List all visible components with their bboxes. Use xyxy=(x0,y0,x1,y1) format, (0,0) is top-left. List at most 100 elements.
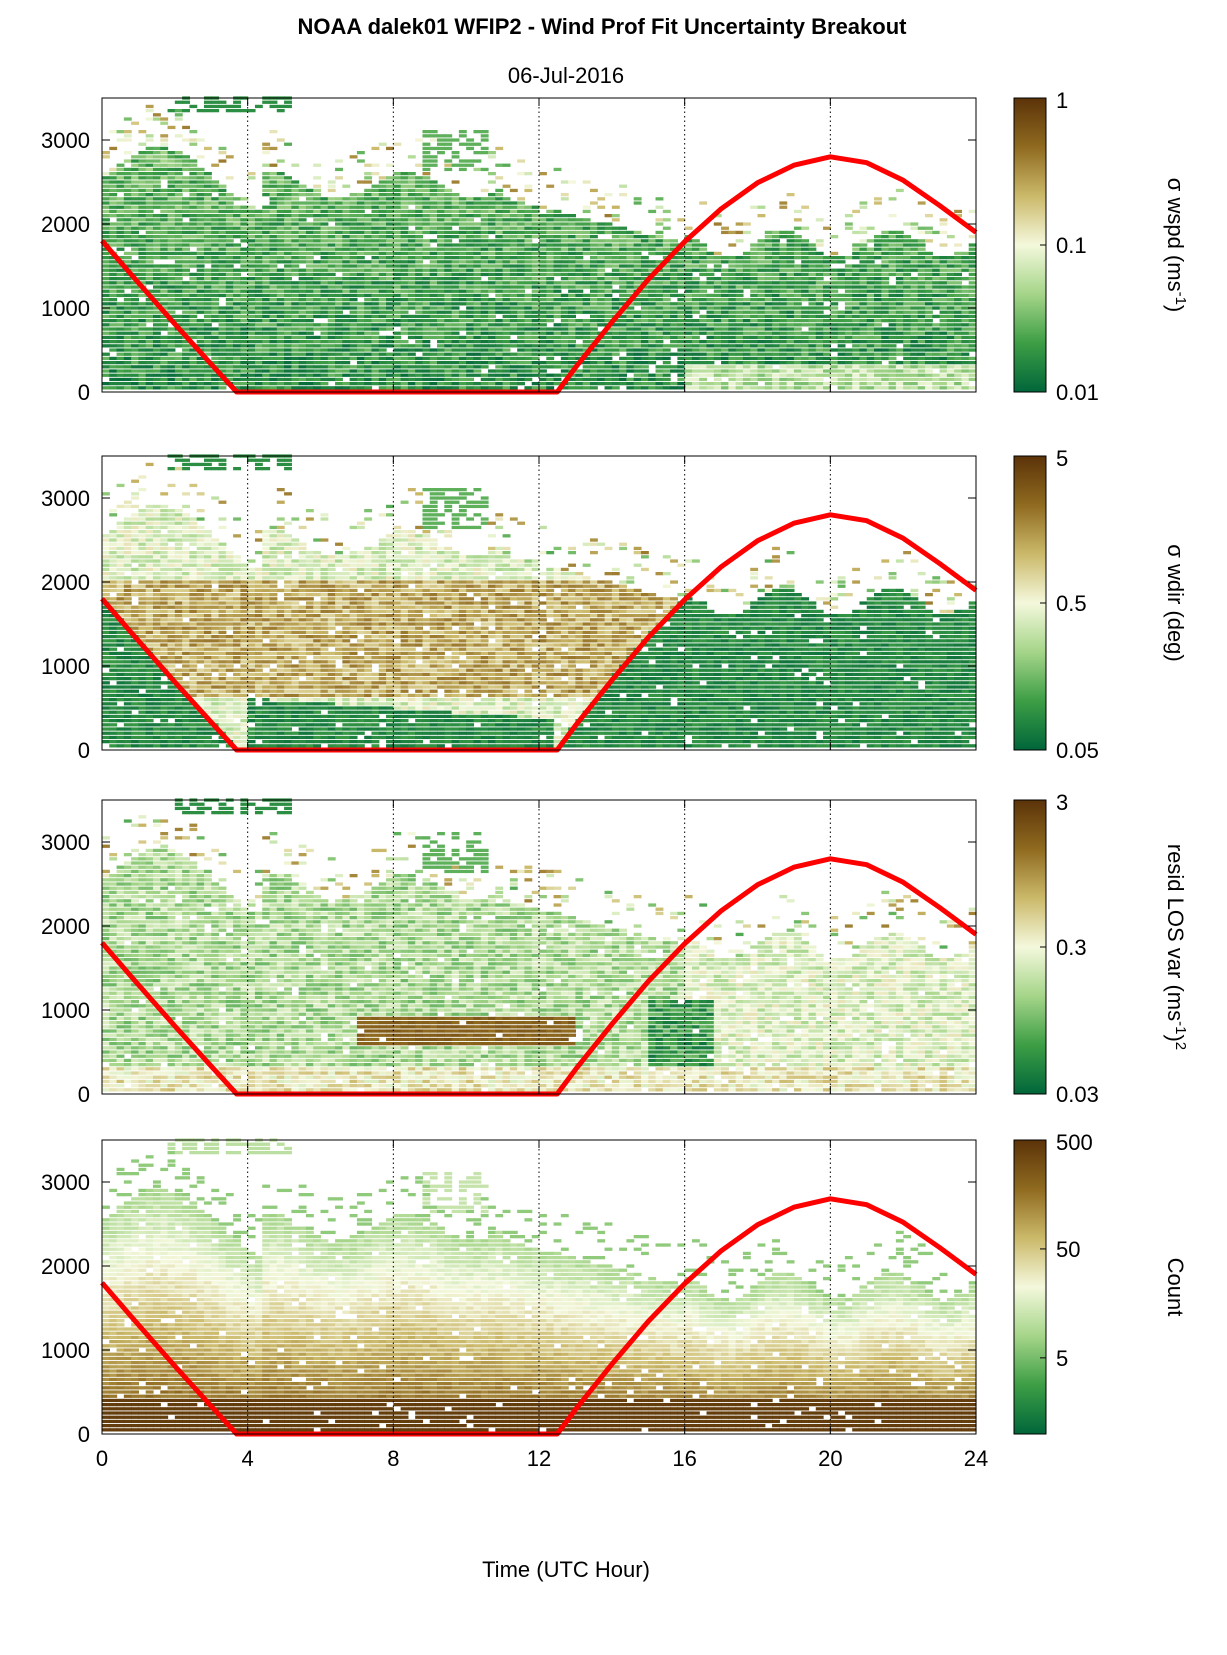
heatmap-cell xyxy=(735,306,744,310)
heatmap-cell xyxy=(517,365,526,369)
heatmap-cell xyxy=(415,277,424,281)
heatmap-cell xyxy=(633,281,642,285)
heatmap-cell xyxy=(378,382,387,386)
heatmap-cell xyxy=(291,247,300,251)
heatmap-cell xyxy=(568,239,577,243)
heatmap-cell xyxy=(247,289,256,293)
heatmap-cell xyxy=(356,373,365,377)
heatmap-cell xyxy=(655,222,664,226)
heatmap-cell xyxy=(335,235,343,239)
heatmap-cell xyxy=(611,302,620,306)
heatmap-cell xyxy=(371,331,380,335)
heatmap-cell xyxy=(138,251,147,256)
heatmap-cell xyxy=(648,243,657,247)
heatmap-cell xyxy=(313,344,322,348)
heatmap-cell xyxy=(407,306,416,310)
heatmap-cell xyxy=(138,382,147,386)
heatmap-cell xyxy=(335,365,343,369)
heatmap-cell xyxy=(335,344,343,348)
heatmap-cell xyxy=(225,239,234,243)
heatmap-cell xyxy=(189,369,198,373)
heatmap-cell xyxy=(895,323,904,327)
heatmap-cell xyxy=(189,214,198,218)
heatmap-cell xyxy=(327,298,336,302)
heatmap-cell xyxy=(335,356,343,361)
heatmap-cell xyxy=(371,352,380,356)
heatmap-cell xyxy=(102,369,110,373)
heatmap-cell xyxy=(349,218,358,222)
heatmap-cell xyxy=(575,302,584,306)
heatmap-cell xyxy=(728,319,737,323)
heatmap-cell xyxy=(903,310,912,314)
heatmap-cell xyxy=(429,323,438,327)
heatmap-cell xyxy=(655,247,664,251)
heatmap-cell xyxy=(152,197,161,201)
heatmap-cell xyxy=(852,344,861,348)
heatmap-cell xyxy=(218,319,227,323)
heatmap-cell xyxy=(218,323,227,327)
heatmap-cell xyxy=(553,264,562,268)
heatmap-cell xyxy=(182,197,190,201)
heatmap-cell xyxy=(597,323,606,327)
heatmap-cell xyxy=(801,310,810,314)
heatmap-cell xyxy=(772,293,780,298)
heatmap-cell xyxy=(102,180,110,184)
heatmap-cell xyxy=(109,314,118,319)
heatmap-cell xyxy=(466,146,475,151)
heatmap-cell xyxy=(539,214,547,218)
heatmap-cell xyxy=(480,365,489,369)
heatmap-cell xyxy=(298,306,307,310)
heatmap-cell xyxy=(349,314,358,319)
heatmap-cell xyxy=(429,314,438,319)
heatmap-cell xyxy=(415,344,424,348)
heatmap-cell xyxy=(589,335,598,340)
heatmap-cell xyxy=(313,230,322,235)
heatmap-cell xyxy=(757,323,766,327)
heatmap-cell xyxy=(189,356,198,361)
heatmap-cell xyxy=(531,314,540,319)
heatmap-cell xyxy=(852,251,861,256)
heatmap-cell xyxy=(844,306,853,310)
heatmap-cell xyxy=(568,335,577,340)
heatmap-cell xyxy=(750,310,759,314)
heatmap-cell xyxy=(509,331,518,335)
heatmap-cell xyxy=(247,205,256,209)
heatmap-cell xyxy=(597,205,606,209)
heatmap-cell xyxy=(793,331,802,335)
heatmap-cell xyxy=(437,344,445,348)
heatmap-cell xyxy=(313,239,322,243)
heatmap-cell xyxy=(488,340,496,344)
heatmap-cell xyxy=(480,138,489,142)
heatmap-cell xyxy=(837,348,846,352)
heatmap-cell xyxy=(152,277,161,281)
heatmap-cell xyxy=(619,193,627,197)
heatmap-cell xyxy=(728,268,737,272)
heatmap-cell xyxy=(167,306,176,310)
heatmap-cell xyxy=(859,289,868,293)
heatmap-cell xyxy=(801,289,810,293)
heatmap-cell xyxy=(655,344,664,348)
heatmap-cell xyxy=(116,356,125,361)
heatmap-cell xyxy=(429,247,438,251)
heatmap-cell xyxy=(109,193,118,197)
heatmap-cell xyxy=(742,256,751,260)
heatmap-cell xyxy=(458,222,467,226)
heatmap-cell xyxy=(393,256,402,260)
heatmap-cell xyxy=(444,188,453,193)
heatmap-cell xyxy=(160,151,169,155)
heatmap-cell xyxy=(903,377,912,382)
heatmap-cell xyxy=(342,293,351,298)
heatmap-cell xyxy=(706,256,715,260)
heatmap-cell xyxy=(247,281,256,285)
heatmap-cell xyxy=(903,352,912,356)
heatmap-cell xyxy=(284,331,292,335)
heatmap-cell xyxy=(466,201,475,205)
heatmap-cell xyxy=(305,314,314,319)
heatmap-cell xyxy=(102,285,110,289)
heatmap-cell xyxy=(662,344,671,348)
heatmap-cell xyxy=(524,268,533,272)
heatmap-cell xyxy=(648,302,657,306)
heatmap-cell xyxy=(844,335,853,340)
heatmap-cell xyxy=(429,293,438,298)
heatmap-cell xyxy=(772,298,780,302)
